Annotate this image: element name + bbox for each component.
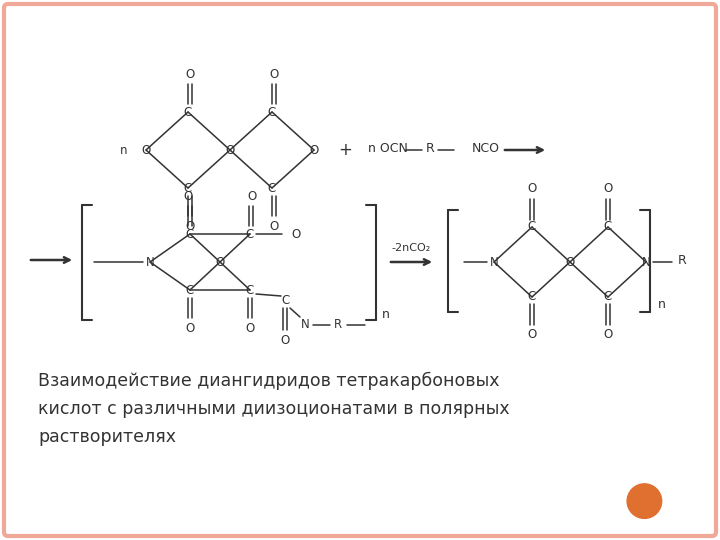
Text: O: O: [141, 144, 150, 157]
Text: NCO: NCO: [472, 141, 500, 154]
Text: O: O: [310, 144, 319, 157]
Text: N: N: [642, 255, 650, 268]
FancyBboxPatch shape: [4, 4, 716, 536]
Text: O: O: [527, 328, 536, 341]
Text: O: O: [269, 219, 279, 233]
Text: O: O: [246, 321, 255, 334]
Text: C: C: [528, 220, 536, 233]
Text: O: O: [185, 68, 194, 80]
Text: C: C: [186, 284, 194, 296]
Circle shape: [627, 484, 662, 518]
Text: O: O: [603, 328, 613, 341]
Text: C: C: [604, 220, 612, 233]
Text: O: O: [269, 68, 279, 80]
Text: C: C: [246, 284, 254, 296]
Text: n: n: [382, 308, 390, 321]
Text: O: O: [565, 255, 575, 268]
Text: n: n: [658, 298, 666, 310]
Text: n: n: [120, 144, 127, 157]
Text: Взаимодействие диангидридов тетракарбоновых
кислот с различными диизоционатами в: Взаимодействие диангидридов тетракарбоно…: [38, 372, 510, 446]
Text: C: C: [268, 105, 276, 118]
Text: O: O: [185, 219, 194, 233]
Text: C: C: [528, 291, 536, 303]
Text: N: N: [490, 255, 498, 268]
Text: n OCN: n OCN: [368, 141, 408, 154]
Text: C: C: [184, 181, 192, 194]
Text: C: C: [246, 227, 254, 240]
Text: O: O: [292, 227, 301, 240]
Text: O: O: [603, 183, 613, 195]
Text: O: O: [248, 190, 256, 202]
Text: N: N: [301, 319, 310, 332]
Text: -2nCO₂: -2nCO₂: [392, 243, 431, 253]
Text: R: R: [426, 141, 434, 154]
Text: N: N: [145, 255, 154, 268]
Text: +: +: [338, 141, 352, 159]
Text: C: C: [604, 291, 612, 303]
Text: C: C: [281, 294, 289, 307]
Text: C: C: [268, 181, 276, 194]
Text: O: O: [184, 190, 193, 202]
Text: O: O: [215, 255, 225, 268]
Text: R: R: [334, 319, 342, 332]
Text: O: O: [280, 334, 289, 347]
Text: O: O: [527, 183, 536, 195]
Text: R: R: [678, 254, 686, 267]
Text: C: C: [186, 227, 194, 240]
Text: O: O: [225, 144, 235, 157]
Text: C: C: [184, 105, 192, 118]
Text: O: O: [185, 321, 194, 334]
